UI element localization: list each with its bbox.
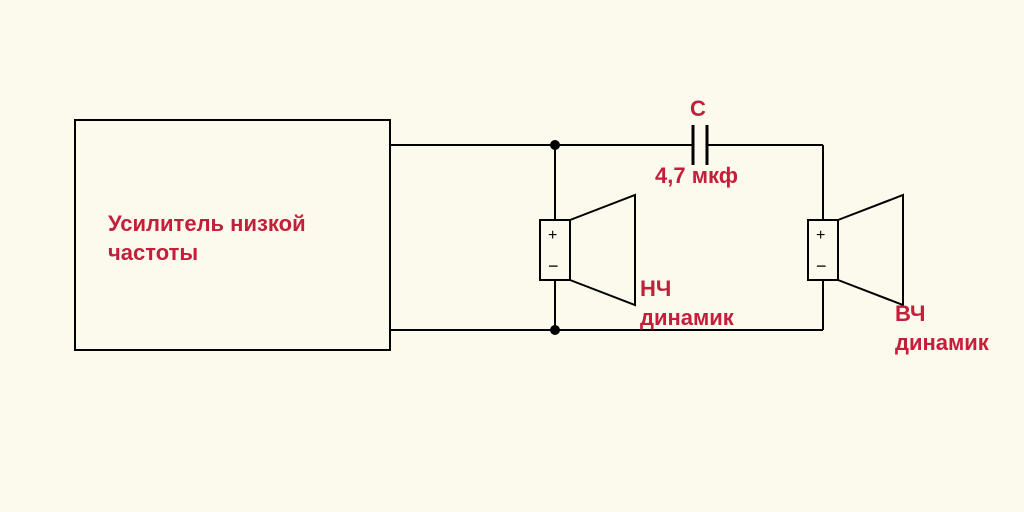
capacitor-name: C xyxy=(690,95,706,124)
amplifier-label-line1: Усилитель низкой xyxy=(108,211,306,236)
svg-text:+: + xyxy=(816,227,825,244)
svg-text:+: + xyxy=(548,227,557,244)
lf-label-line1: НЧ xyxy=(640,276,671,301)
hf-label-line2: динамик xyxy=(895,330,989,355)
capacitor-value: 4,7 мкф xyxy=(655,162,738,191)
svg-text:−: − xyxy=(816,256,827,276)
lf-label-line2: динамик xyxy=(640,305,734,330)
svg-text:−: − xyxy=(548,256,559,276)
amplifier-label-line2: частоты xyxy=(108,240,198,265)
lf-speaker-label: НЧ динамик xyxy=(640,275,734,332)
amplifier-label: Усилитель низкой частоты xyxy=(108,210,306,267)
hf-speaker-label: ВЧ динамик xyxy=(895,300,989,357)
hf-label-line1: ВЧ xyxy=(895,301,926,326)
